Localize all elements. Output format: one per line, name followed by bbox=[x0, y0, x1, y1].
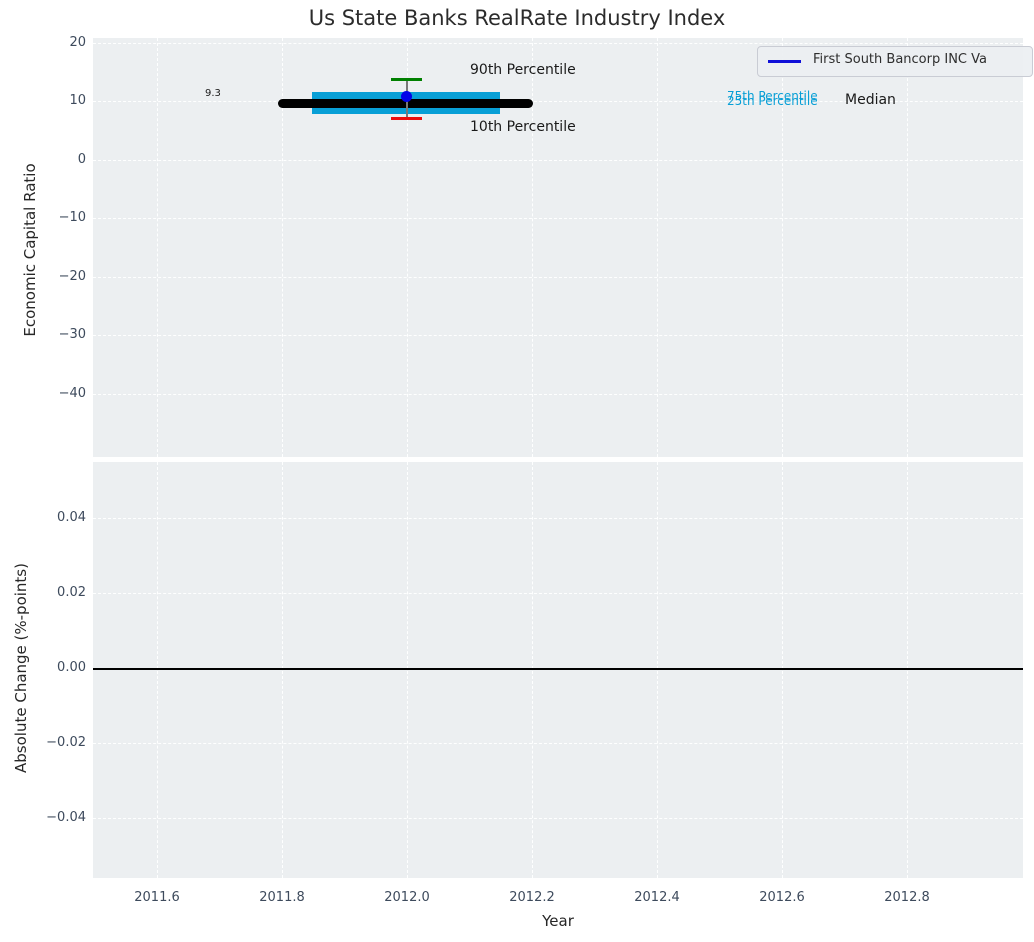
bottom-plot-area bbox=[93, 462, 1023, 878]
gridline-v bbox=[282, 38, 283, 457]
gridline-v bbox=[782, 462, 783, 878]
ytick-label: 20 bbox=[69, 35, 86, 50]
gridline-v bbox=[907, 462, 908, 878]
zero-reference-line bbox=[93, 668, 1023, 670]
gridline-h bbox=[93, 160, 1023, 161]
xtick-label: 2012.6 bbox=[759, 890, 805, 905]
gridline-v bbox=[907, 38, 908, 457]
gridline-h bbox=[93, 518, 1023, 519]
gridline-h bbox=[93, 335, 1023, 336]
gridline-v bbox=[532, 38, 533, 457]
ytick-label: −30 bbox=[58, 327, 86, 342]
gridline-v bbox=[657, 38, 658, 457]
gridline-h bbox=[93, 743, 1023, 744]
p25-annotation: 25th Percentile bbox=[727, 94, 818, 108]
gridline-h bbox=[93, 43, 1023, 44]
gridline-h bbox=[93, 101, 1023, 102]
p90-whisker-cap bbox=[391, 78, 422, 81]
gridline-v bbox=[157, 38, 158, 457]
gridline-h bbox=[93, 593, 1023, 594]
ytick-label: −10 bbox=[58, 210, 86, 225]
ytick-label: −0.02 bbox=[46, 735, 86, 750]
legend-entry-label: First South Bancorp INC Va bbox=[813, 52, 987, 67]
gridline-h bbox=[93, 218, 1023, 219]
gridline-v bbox=[157, 462, 158, 878]
gridline-v bbox=[657, 462, 658, 878]
median-value-label: 9.3 bbox=[205, 88, 221, 99]
top-y-axis-label: Economic Capital Ratio bbox=[21, 163, 39, 337]
legend-box: First South Bancorp INC Va bbox=[757, 46, 1033, 77]
xtick-label: 2012.2 bbox=[509, 890, 555, 905]
gridline-h bbox=[93, 394, 1023, 395]
chart-title: Us State Banks RealRate Industry Index bbox=[308, 6, 726, 30]
xtick-label: 2012.0 bbox=[384, 890, 430, 905]
ytick-label: 0.04 bbox=[57, 510, 86, 525]
company-data-point bbox=[401, 91, 412, 102]
median-annotation: Median bbox=[845, 92, 896, 108]
ytick-label: 0.02 bbox=[57, 585, 86, 600]
gridline-h bbox=[93, 277, 1023, 278]
ytick-label: −40 bbox=[58, 386, 86, 401]
median-line bbox=[278, 99, 533, 108]
xtick-label: 2011.6 bbox=[134, 890, 180, 905]
ytick-label: 0.00 bbox=[57, 660, 86, 675]
gridline-v bbox=[407, 38, 408, 457]
xtick-label: 2011.8 bbox=[259, 890, 305, 905]
p10-annotation: 10th Percentile bbox=[470, 119, 576, 135]
top-plot-area: 9.3 90th Percentile 10th Percentile 75th… bbox=[93, 38, 1023, 457]
legend-line-sample bbox=[768, 60, 801, 63]
gridline-h bbox=[93, 818, 1023, 819]
gridline-v bbox=[782, 38, 783, 457]
bottom-y-axis-label: Absolute Change (%-points) bbox=[12, 563, 30, 773]
gridline-v bbox=[532, 462, 533, 878]
ytick-label: 0 bbox=[77, 152, 86, 167]
ytick-label: −20 bbox=[58, 269, 86, 284]
p75-annotation: 75th Percentile bbox=[727, 89, 818, 103]
subplot-divider bbox=[93, 457, 1023, 462]
gridline-v bbox=[407, 462, 408, 878]
ytick-label: 10 bbox=[69, 93, 86, 108]
xtick-label: 2012.4 bbox=[634, 890, 680, 905]
xtick-label: 2012.8 bbox=[884, 890, 930, 905]
p10-whisker-cap bbox=[391, 117, 422, 120]
ytick-label: −0.04 bbox=[46, 810, 86, 825]
x-axis-label: Year bbox=[542, 912, 574, 930]
p90-annotation: 90th Percentile bbox=[470, 62, 576, 78]
gridline-v bbox=[282, 462, 283, 878]
